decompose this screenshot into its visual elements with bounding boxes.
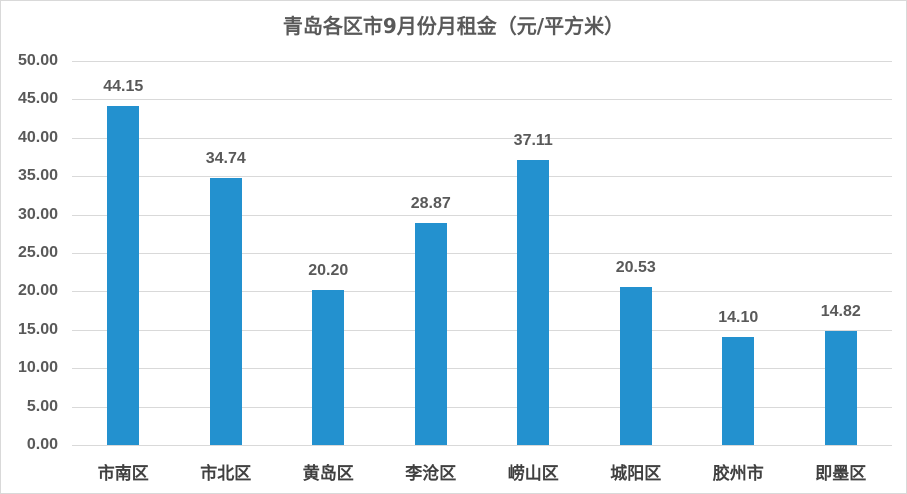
y-tick-label: 50.00 [17, 52, 58, 69]
data-label: 28.87 [410, 195, 451, 213]
gridline [72, 329, 892, 331]
y-tick-label: 40.00 [17, 128, 58, 146]
x-tick-label: 城阳区 [610, 464, 662, 484]
y-tick-label: 45.00 [17, 90, 58, 108]
plot-area: 44.15 34.74 20.20 28.87 37.11 20.53 14.10 14.82 [72, 61, 892, 446]
gridline [72, 406, 892, 408]
gridline [72, 137, 892, 139]
x-tick-label: 李沧区 [405, 464, 457, 484]
x-tick-label: 黄岛区 [302, 464, 354, 484]
x-tick-label: 即墨区 [815, 464, 867, 484]
gridline [72, 99, 892, 101]
y-tick-label: 30.00 [17, 205, 58, 223]
gridline [72, 291, 892, 293]
gridline [72, 253, 892, 254]
y-tick-label: 10.00 [17, 359, 58, 377]
y-tick-label: 5.00 [26, 397, 58, 415]
x-tick-label: 市北区 [200, 464, 252, 484]
chart-title: 青岛各区市9月份月租金（元/平方米） [282, 14, 625, 38]
bar [414, 223, 447, 445]
data-label: 44.15 [103, 77, 144, 95]
bar [619, 287, 652, 445]
data-label: 34.74 [205, 150, 246, 168]
y-tick-label: 35.00 [17, 167, 58, 185]
data-label: 20.53 [615, 259, 656, 277]
bar [209, 178, 242, 445]
data-label: 14.82 [820, 303, 861, 321]
bar [517, 159, 550, 445]
gridline [72, 214, 892, 216]
data-label: 14.10 [718, 308, 759, 326]
y-tick-label: 25.00 [17, 244, 58, 261]
gridline [72, 176, 892, 178]
x-tick-label: 崂山区 [507, 464, 559, 484]
gridline [72, 368, 892, 370]
y-tick-label: 0.00 [26, 436, 58, 453]
bar [107, 105, 140, 445]
x-tick-label: 胶州市 [712, 464, 764, 484]
data-label: 37.11 [513, 131, 553, 149]
bar [722, 336, 755, 445]
gridline [72, 61, 892, 62]
bar [312, 289, 345, 445]
bar [824, 331, 857, 445]
x-tick-label: 市南区 [97, 464, 149, 484]
data-label: 20.20 [308, 261, 349, 279]
y-tick-label: 15.00 [17, 320, 58, 338]
y-tick-label: 20.00 [17, 282, 58, 300]
gridline [72, 445, 892, 446]
